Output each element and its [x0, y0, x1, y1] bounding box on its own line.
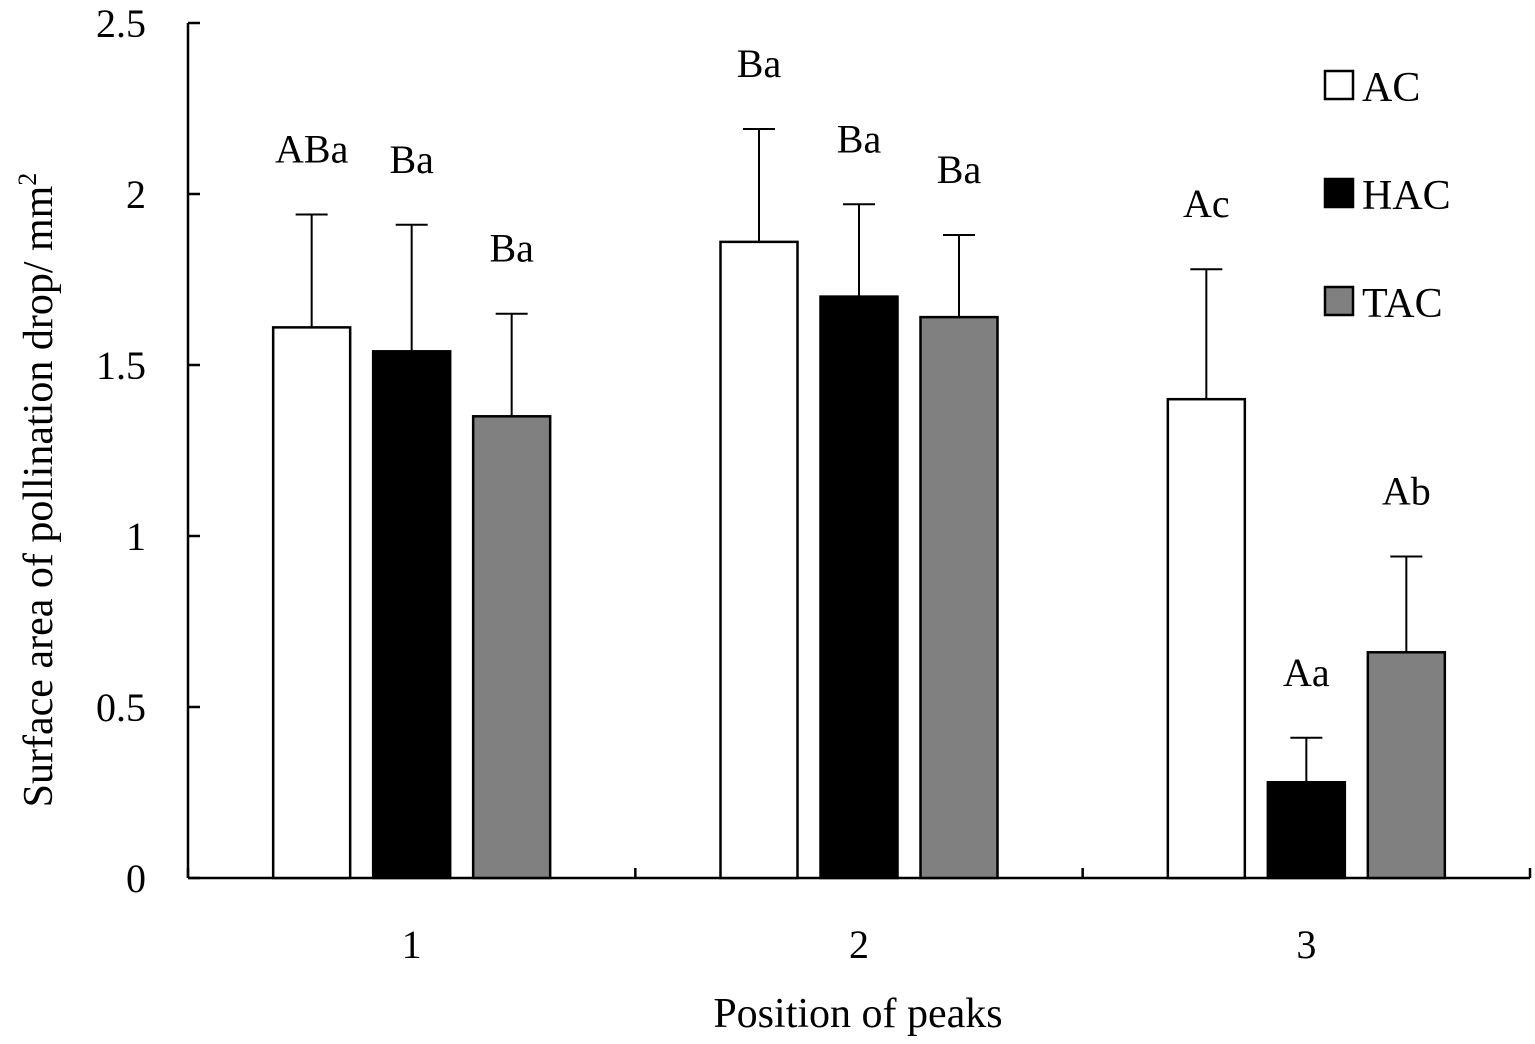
y-tick-label: 2	[126, 172, 146, 217]
significance-label: Aa	[1283, 650, 1330, 695]
legend-label-ac: AC	[1362, 65, 1420, 111]
bar-tac-cat-2	[919, 315, 999, 880]
significance-label: Ab	[1382, 469, 1431, 514]
significance-label: ABa	[275, 127, 349, 172]
legend-label-tac: TAC	[1362, 281, 1443, 327]
significance-label: Ac	[1183, 181, 1230, 226]
x-axis: 1 2 3	[186, 868, 1532, 967]
significance-label: Ba	[737, 41, 782, 86]
y-tick-label: 1.5	[96, 343, 146, 388]
x-tick-label: 3	[1296, 922, 1316, 967]
y-tick-label: 0.5	[96, 685, 146, 730]
legend: AC HAC TAC	[1323, 65, 1451, 327]
y-tick-label: 0	[126, 856, 146, 901]
x-axis-title: Position of peaks	[713, 991, 1002, 1037]
legend-swatch-tac	[1323, 285, 1355, 317]
bar-hac-cat-1	[371, 350, 452, 880]
y-tick-label: 1	[126, 514, 146, 559]
y-axis-title-text: Surface area of pollination drop/ mm	[16, 185, 62, 807]
significance-label: Ba	[489, 226, 534, 271]
y-axis-title-superscript: 2	[13, 173, 42, 186]
significance-label: Ba	[837, 116, 882, 161]
legend-label-hac: HAC	[1362, 173, 1451, 219]
significance-label: Ba	[389, 137, 434, 182]
legend-swatch-hac	[1323, 177, 1355, 209]
bar-ac-cat-1	[271, 326, 352, 880]
bar-hac-cat-2	[819, 295, 899, 880]
bar-ac-cat-2	[719, 240, 799, 880]
y-tick-label: 2.5	[96, 1, 146, 46]
bar-series: ABa Ba Ba Ba Ba Ba Ac Aa Ab	[271, 41, 1447, 880]
bar-hac-cat-3	[1266, 780, 1347, 880]
y-axis-title: Surface area of pollination drop/ mm2	[13, 173, 62, 808]
significance-label: Ba	[937, 147, 982, 192]
legend-swatch-ac	[1323, 69, 1355, 101]
x-tick-label: 2	[849, 922, 869, 967]
x-tick-label: 1	[402, 922, 422, 967]
bar-ac-cat-3	[1166, 397, 1247, 880]
y-axis: 0 0.5 1 1.5 2 2.5	[96, 1, 200, 901]
bar-tac-cat-1	[471, 415, 552, 880]
bar-tac-cat-3	[1366, 651, 1447, 880]
